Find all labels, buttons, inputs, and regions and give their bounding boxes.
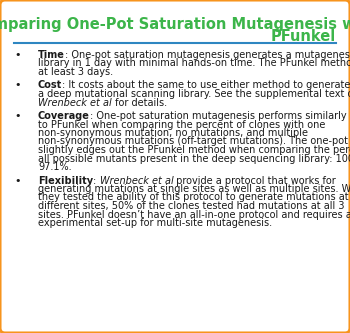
Text: a deep mutational scanning library. See the supplemental text of: a deep mutational scanning library. See … — [38, 89, 350, 99]
Text: non-synonymous mutations (off-target mutations). The one-pot method: non-synonymous mutations (off-target mut… — [38, 137, 350, 147]
Text: generating mutations at single sites as well as multiple sites. When: generating mutations at single sites as … — [38, 184, 350, 194]
Text: PFunkel: PFunkel — [270, 29, 336, 44]
Text: provide a protocol that works for: provide a protocol that works for — [173, 175, 336, 185]
Text: : It costs about the same to use either method to generate: : It costs about the same to use either … — [62, 81, 350, 91]
Text: : One-pot saturation mutagenesis generates a mutagenesis: : One-pot saturation mutagenesis generat… — [65, 50, 350, 60]
Text: •: • — [14, 81, 21, 91]
Text: slightly edges out the PFunkel method when comparing the percent of: slightly edges out the PFunkel method wh… — [38, 145, 350, 155]
Text: :: : — [93, 175, 99, 185]
Text: Coverage: Coverage — [38, 111, 90, 121]
Text: to PFunkel when comparing the percent of clones with one: to PFunkel when comparing the percent of… — [38, 120, 326, 130]
Text: all possible mutants present in the deep sequencing library: 100% vs: all possible mutants present in the deep… — [38, 154, 350, 164]
Text: Wrenbeck et al: Wrenbeck et al — [38, 98, 112, 108]
Text: •: • — [14, 175, 21, 185]
Text: Flexibility: Flexibility — [38, 175, 93, 185]
Text: at least 3 days.: at least 3 days. — [38, 67, 113, 77]
Text: Wrenbeck et al: Wrenbeck et al — [99, 175, 173, 185]
Text: library in 1 day with minimal hands-on time. The PFunkel method takes: library in 1 day with minimal hands-on t… — [38, 59, 350, 69]
Text: : One-pot saturation mutagenesis performs similarly: : One-pot saturation mutagenesis perform… — [90, 111, 346, 121]
Text: experimental set-up for multi-site mutagenesis.: experimental set-up for multi-site mutag… — [38, 218, 272, 228]
Text: non-synonymous mutation, no mutations, and multiple: non-synonymous mutation, no mutations, a… — [38, 128, 308, 138]
Text: for details.: for details. — [112, 98, 167, 108]
Text: sites. PFunkel doesn’t have an all-in-one protocol and requires a different: sites. PFunkel doesn’t have an all-in-on… — [38, 209, 350, 219]
Text: Time: Time — [38, 50, 65, 60]
Text: they tested the ability of this protocol to generate mutations at 3: they tested the ability of this protocol… — [38, 192, 350, 202]
Text: 97.1%.: 97.1%. — [38, 162, 72, 172]
Text: •: • — [14, 111, 21, 121]
Text: Cost: Cost — [38, 81, 62, 91]
Text: •: • — [14, 50, 21, 60]
Text: Comparing One-Pot Saturation Mutagenesis with: Comparing One-Pot Saturation Mutagenesis… — [0, 17, 350, 32]
Text: different sites, 50% of the clones tested had mutations at all 3: different sites, 50% of the clones teste… — [38, 201, 344, 211]
